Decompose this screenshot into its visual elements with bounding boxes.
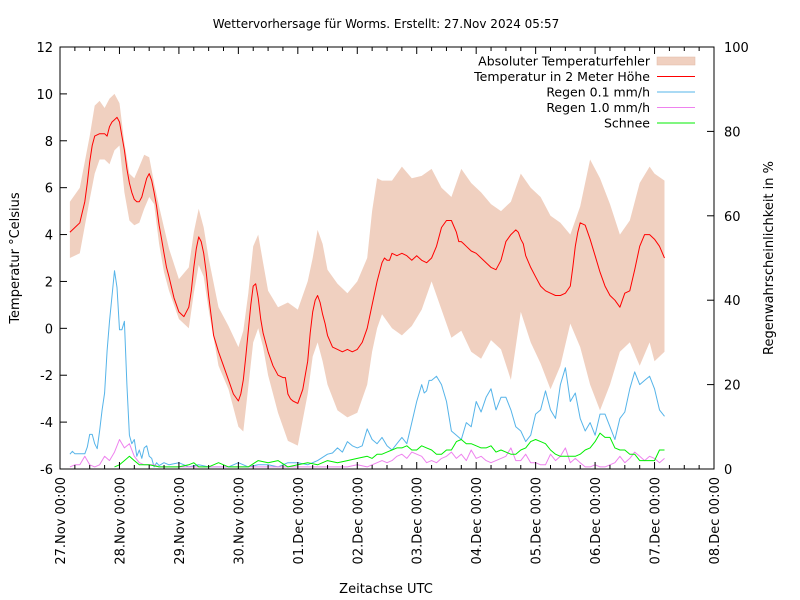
y-tick-label: 6	[45, 182, 53, 197]
legend-label: Temperatur in 2 Meter Höhe	[473, 69, 650, 84]
schnee-line	[114, 432, 665, 468]
x-tick-label: 27.Nov 00:00	[54, 477, 69, 565]
y2-tick-label: 80	[724, 125, 741, 140]
temperatur-in-2-meter-h-he-line	[69, 116, 665, 404]
x-tick-label: 08.Dec 00:00	[708, 477, 723, 564]
y-tick-label: -4	[40, 416, 53, 431]
y-tick-label: 12	[36, 41, 53, 56]
y2-tick-label: 40	[724, 294, 741, 309]
chart-title: Wettervorhersage für Worms. Erstellt: 27…	[213, 17, 560, 31]
x-axis-label: Zeitachse UTC	[339, 582, 433, 597]
y-tick-label: -6	[40, 463, 53, 478]
y2-tick-label: 0	[724, 463, 732, 478]
y-tick-label: 10	[36, 88, 53, 103]
x-tick-label: 04.Dec 00:00	[470, 477, 485, 564]
x-tick-label: 30.Nov 00:00	[232, 477, 247, 565]
x-tick-label: 07.Dec 00:00	[649, 477, 664, 564]
x-tick-label: 06.Dec 00:00	[589, 477, 604, 564]
legend-item: Absoluter Temperaturfehler	[478, 54, 696, 69]
x-tick-label: 02.Dec 00:00	[351, 477, 366, 564]
y-tick-label: 0	[45, 322, 53, 337]
x-tick-label: 28.Nov 00:00	[113, 477, 128, 565]
regen-0-1-mm-h-line	[69, 270, 665, 468]
legend-item: Schnee	[604, 116, 695, 131]
legend-label: Regen 1.0 mm/h	[546, 100, 650, 115]
y-tick-label: 2	[45, 275, 53, 290]
plot-area	[69, 93, 665, 468]
y2-tick-label: 60	[724, 210, 741, 225]
y2-axis-label: Regenwahrscheinlichkeit in %	[762, 161, 777, 355]
x-tick-label: 29.Nov 00:00	[173, 477, 188, 565]
legend-label: Absoluter Temperaturfehler	[478, 54, 651, 69]
y-tick-label: 8	[45, 135, 53, 150]
y-tick-label: 4	[45, 229, 53, 244]
legend-item: Temperatur in 2 Meter Höhe	[473, 69, 695, 84]
legend-label: Schnee	[604, 116, 650, 131]
x-tick-label: 01.Dec 00:00	[292, 477, 307, 564]
legend-swatch-band	[656, 56, 696, 66]
y2-tick-label: 100	[724, 41, 749, 56]
x-tick-label: 03.Dec 00:00	[411, 477, 426, 564]
y2-tick-label: 20	[724, 379, 741, 394]
y-tick-label: -2	[40, 369, 53, 384]
y-axis-label: Temperatur °Celsius	[8, 192, 23, 325]
x-tick-label: 05.Dec 00:00	[530, 477, 545, 564]
axes: 27.Nov 00:00 28.Nov 00:00 29.Nov 00:00 30.N…	[36, 41, 748, 565]
legend-item: Regen 1.0 mm/h	[546, 100, 695, 115]
temperature-error-band	[69, 93, 665, 446]
legend-item: Regen 0.1 mm/h	[546, 85, 695, 100]
regen-1-0-mm-h-line	[69, 439, 665, 468]
legend-label: Regen 0.1 mm/h	[546, 85, 650, 100]
